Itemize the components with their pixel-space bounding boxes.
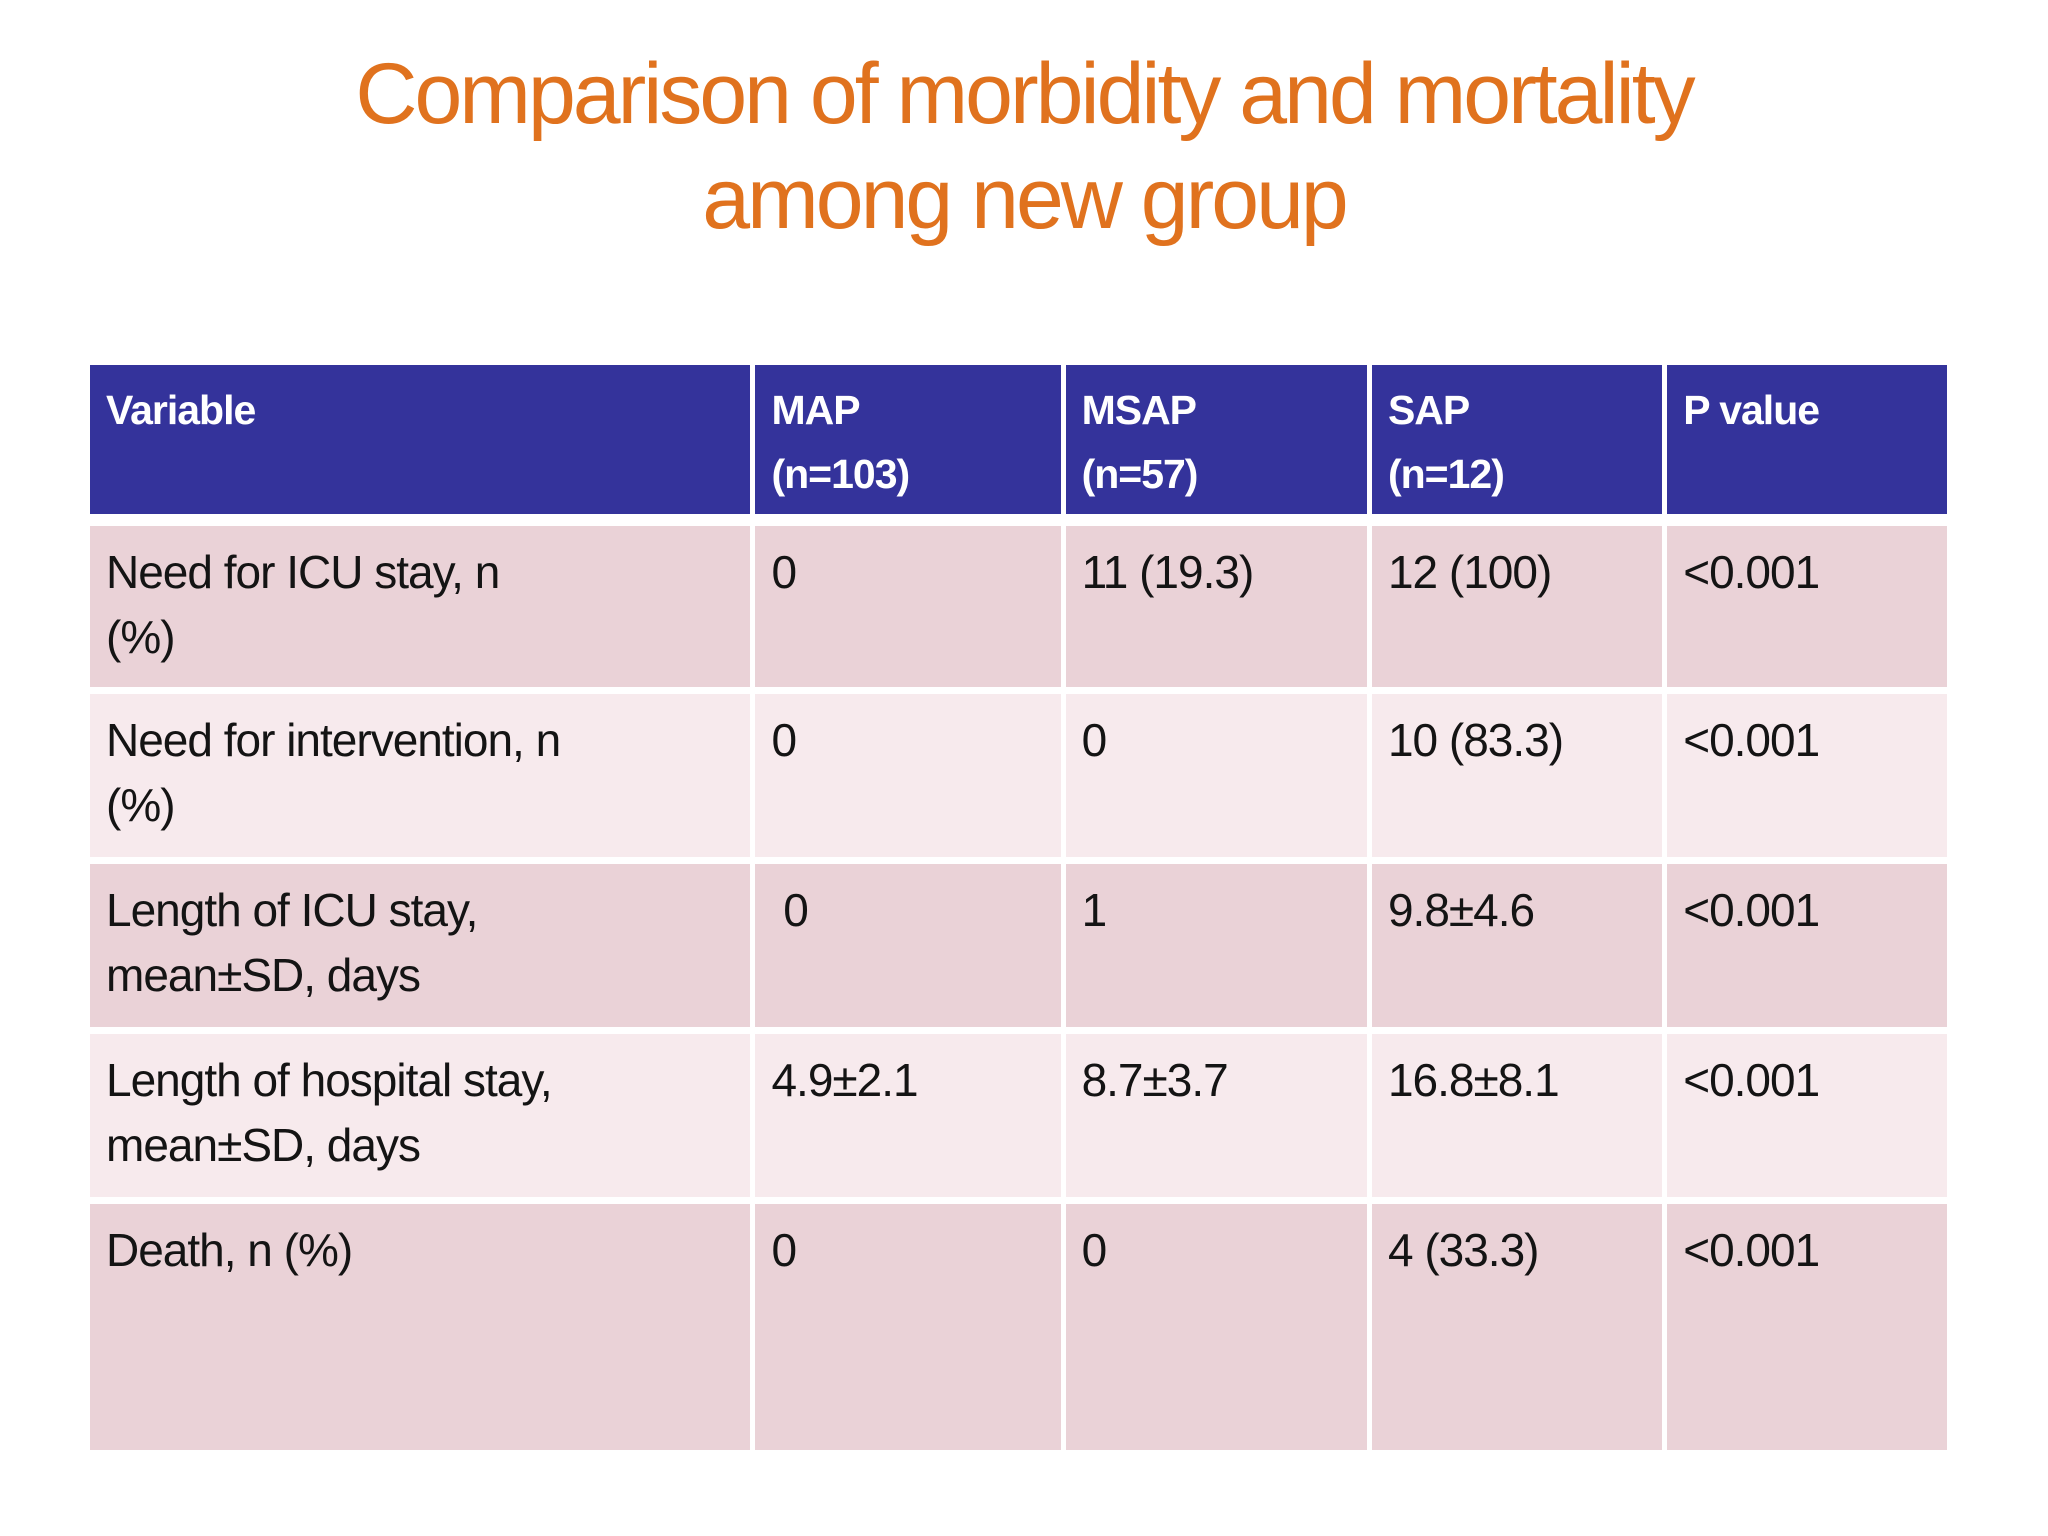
table-row-icu-length: Length of ICU stay, mean±SD, days 0 1 9.…: [90, 860, 1947, 1034]
cell-msap: 1: [1063, 860, 1372, 1034]
cell-variable: Need for intervention, n (%): [90, 690, 756, 864]
header-cell-map: MAP (n=103): [752, 365, 1066, 527]
cell-map: 0: [752, 520, 1066, 694]
cell-sap: 9.8±4.6: [1369, 860, 1668, 1034]
cell-map: 0: [752, 860, 1066, 1034]
table-row-icu-stay: Need for ICU stay, n (%) 0 11 (19.3) 12 …: [90, 520, 1947, 694]
header-cell-variable: Variable: [90, 365, 756, 527]
slide-title-line2: among new group: [702, 150, 1348, 247]
cell-sap: 4 (33.3): [1369, 1200, 1668, 1451]
cell-map: 0: [752, 690, 1066, 864]
cell-pvalue: <0.001: [1664, 520, 1947, 694]
cell-variable: Need for ICU stay, n (%): [90, 520, 756, 694]
cell-pvalue: <0.001: [1664, 1030, 1947, 1204]
cell-msap: 8.7±3.7: [1063, 1030, 1372, 1204]
table-row-death: Death, n (%) 0 0 4 (33.3) <0.001: [90, 1200, 1947, 1451]
header-cell-msap: MSAP (n=57): [1063, 365, 1372, 527]
cell-msap: 11 (19.3): [1063, 520, 1372, 694]
cell-variable: Length of ICU stay, mean±SD, days: [90, 860, 756, 1034]
cell-sap: 16.8±8.1: [1369, 1030, 1668, 1204]
header-cell-pvalue: P value: [1664, 365, 1947, 527]
cell-sap: 10 (83.3): [1369, 690, 1668, 864]
cell-msap: 0: [1063, 1200, 1372, 1451]
comparison-table: Variable MAP (n=103) MSAP (n=57) SAP (n=…: [90, 365, 1947, 1451]
cell-variable: Death, n (%): [90, 1200, 756, 1451]
cell-pvalue: <0.001: [1664, 1200, 1947, 1451]
cell-msap: 0: [1063, 690, 1372, 864]
slide-title: Comparison of morbidity and mortality am…: [0, 42, 2048, 252]
slide-title-line1: Comparison of morbidity and mortality: [355, 46, 1695, 142]
cell-variable: Length of hospital stay, mean±SD, days: [90, 1030, 756, 1204]
cell-map: 4.9±2.1: [752, 1030, 1066, 1204]
table-header-row: Variable MAP (n=103) MSAP (n=57) SAP (n=…: [90, 365, 1947, 527]
cell-sap: 12 (100): [1369, 520, 1668, 694]
header-cell-sap: SAP (n=12): [1369, 365, 1668, 527]
cell-pvalue: <0.001: [1664, 860, 1947, 1034]
cell-pvalue: <0.001: [1664, 690, 1947, 864]
cell-map: 0: [752, 1200, 1066, 1451]
table-row-hospital-length: Length of hospital stay, mean±SD, days 4…: [90, 1030, 1947, 1204]
table-row-intervention: Need for intervention, n (%) 0 0 10 (83.…: [90, 690, 1947, 864]
